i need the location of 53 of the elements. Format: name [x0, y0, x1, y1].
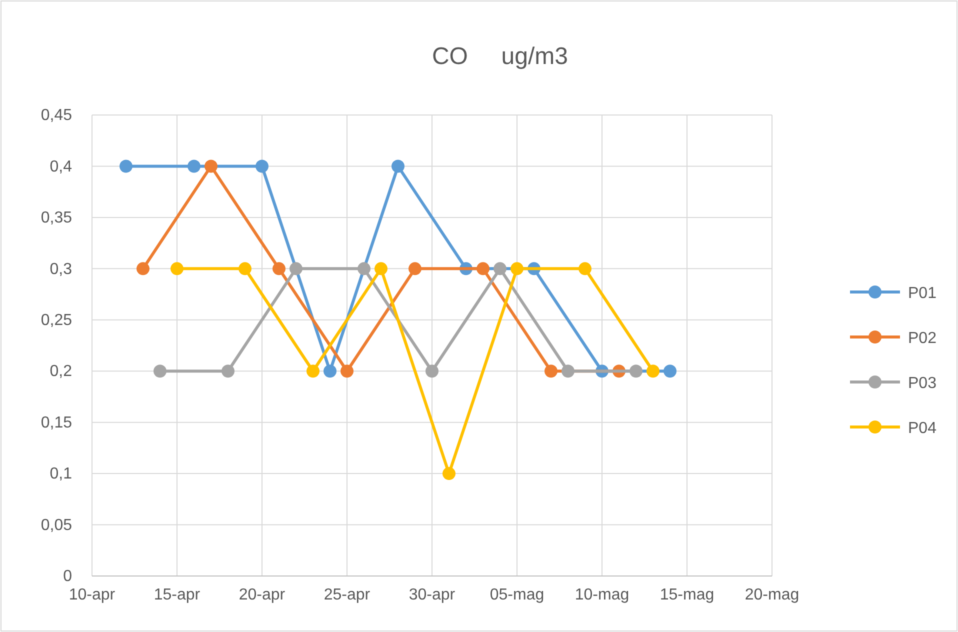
x-tick-label: 25-apr: [324, 586, 371, 604]
legend-label: P01: [908, 285, 937, 302]
point: [340, 364, 354, 378]
y-tick-label: 0: [63, 568, 72, 586]
point: [272, 262, 286, 276]
point: [392, 160, 404, 173]
point: [476, 262, 490, 276]
point: [630, 364, 642, 378]
point: [324, 364, 336, 378]
y-tick-label: 0,35: [40, 210, 72, 227]
y-tick-label: 0,15: [40, 414, 72, 432]
y-tick-label: 0,3: [50, 260, 72, 278]
point: [256, 160, 268, 173]
x-tick-label: 15-mag: [660, 586, 714, 604]
chart-title: CO ug/m3: [432, 43, 568, 70]
point: [664, 364, 676, 378]
point: [562, 364, 574, 378]
y-tick-label: 0,2: [50, 363, 72, 380]
x-tick-label: 05-mag: [490, 586, 544, 604]
point: [136, 262, 150, 276]
point: [442, 467, 456, 480]
x-tick-label: 20-apr: [238, 586, 286, 604]
point: [222, 364, 234, 378]
point: [408, 262, 422, 276]
legend-label: P02: [908, 330, 937, 347]
y-tick-label: 0,4: [50, 158, 72, 176]
point: [238, 262, 252, 276]
legend-label: P04: [908, 420, 937, 437]
point: [154, 364, 166, 378]
x-tick-label: 20-mag: [744, 586, 800, 604]
legend-label: P03: [908, 375, 937, 392]
x-tick-label: 10-apr: [68, 586, 116, 604]
x-tick-label: 10-mag: [574, 586, 630, 604]
point: [120, 160, 132, 173]
point: [188, 160, 200, 173]
point: [494, 262, 506, 276]
y-tick-label: 0,05: [40, 516, 72, 534]
point: [306, 364, 320, 378]
point: [426, 364, 438, 378]
y-tick-label: 0,1: [50, 466, 72, 483]
point: [544, 364, 558, 378]
point: [358, 262, 370, 276]
y-tick-label: 0,45: [40, 107, 72, 124]
point: [646, 364, 660, 378]
y-tick-label: 0,25: [40, 312, 72, 330]
point: [578, 262, 592, 276]
point: [290, 262, 302, 276]
point: [510, 262, 524, 276]
x-tick-label: 30-apr: [408, 586, 456, 604]
point: [204, 160, 218, 173]
point: [170, 262, 184, 276]
x-tick-label: 15-apr: [154, 586, 201, 604]
point: [374, 262, 388, 276]
